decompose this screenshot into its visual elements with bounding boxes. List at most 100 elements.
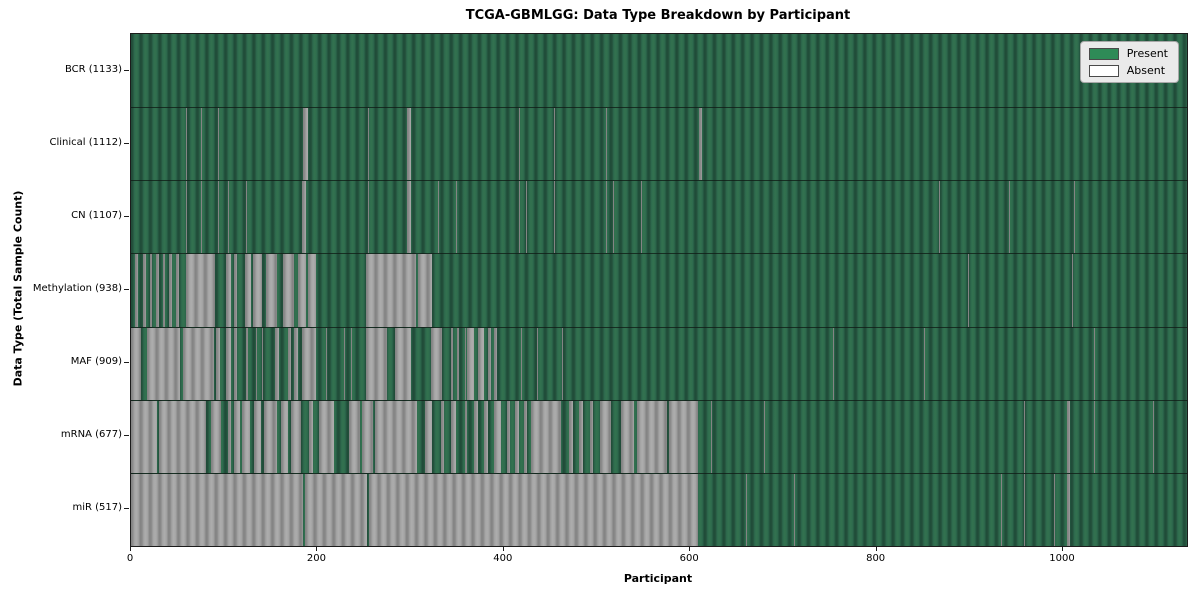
absent-segment xyxy=(308,254,317,327)
absent-segment xyxy=(281,400,288,473)
row-bcr xyxy=(131,34,1187,108)
absent-segment xyxy=(606,108,608,181)
absent-segment xyxy=(169,254,172,327)
absent-segment xyxy=(1093,327,1095,400)
absent-segment xyxy=(1066,473,1070,546)
row-maf xyxy=(131,326,1187,400)
absent-segment xyxy=(350,327,352,400)
x-tick-mark xyxy=(875,546,877,551)
absent-segment xyxy=(274,327,280,400)
absent-segment xyxy=(294,327,298,400)
absent-segment xyxy=(457,327,460,400)
absent-segment xyxy=(264,400,278,473)
absent-segment xyxy=(131,400,158,473)
absent-segment xyxy=(668,400,698,473)
absent-segment xyxy=(515,400,519,473)
absent-segment xyxy=(1074,181,1076,254)
absent-segment xyxy=(450,400,457,473)
row-mir xyxy=(131,472,1187,546)
y-tick-mark xyxy=(124,142,129,144)
absent-segment xyxy=(1066,400,1071,473)
absent-segment xyxy=(282,254,295,327)
absent-segment xyxy=(217,108,219,181)
absent-segment xyxy=(494,327,498,400)
absent-segment xyxy=(302,327,316,400)
absent-segment xyxy=(1023,400,1025,473)
absent-segment xyxy=(254,400,261,473)
x-tick-mark xyxy=(502,546,504,551)
absent-segment xyxy=(520,327,523,400)
absent-segment xyxy=(365,254,417,327)
absent-segment xyxy=(365,327,388,400)
absent-segment xyxy=(309,400,313,473)
absent-segment xyxy=(1053,473,1055,546)
absent-segment xyxy=(518,181,520,254)
absent-segment xyxy=(1153,400,1155,473)
absent-segment xyxy=(441,400,445,473)
absent-segment xyxy=(589,400,594,473)
legend-swatch-icon xyxy=(1088,64,1119,77)
row-methylation xyxy=(131,253,1187,327)
absent-segment xyxy=(599,400,611,473)
row-mrna xyxy=(131,399,1187,473)
absent-segment xyxy=(297,254,307,327)
absent-segment xyxy=(131,473,304,546)
absent-segment xyxy=(200,108,202,181)
y-tick-label-cn: CN (1107) xyxy=(71,209,122,221)
absent-segment xyxy=(245,327,248,400)
legend-swatch-icon xyxy=(1088,47,1119,60)
x-tick-label: 600 xyxy=(679,553,699,564)
absent-segment xyxy=(606,181,608,254)
absent-segment xyxy=(226,254,231,327)
absent-segment xyxy=(1000,473,1002,546)
absent-segment xyxy=(227,181,229,254)
absent-segment xyxy=(1008,181,1010,254)
absent-segment xyxy=(524,400,528,473)
absent-segment xyxy=(569,400,573,473)
x-tick-mark xyxy=(1062,546,1064,551)
absent-segment xyxy=(131,327,142,400)
y-tick-mark xyxy=(124,69,129,71)
absent-segment xyxy=(1069,108,1071,181)
absent-segment xyxy=(367,181,369,254)
absent-segment xyxy=(362,400,374,473)
absent-segment xyxy=(183,327,214,400)
absent-segment xyxy=(640,181,642,254)
absent-segment xyxy=(1023,473,1025,546)
absent-segment xyxy=(244,254,252,327)
y-tick-mark xyxy=(124,362,129,364)
absent-segment xyxy=(227,400,231,473)
y-tick-label-mrna: mRNA (677) xyxy=(60,429,122,441)
absent-segment xyxy=(424,400,433,473)
absent-segment xyxy=(832,327,834,400)
absent-segment xyxy=(967,254,969,327)
absent-segment xyxy=(241,400,251,473)
row-clinical xyxy=(131,107,1187,181)
absent-segment xyxy=(939,181,940,254)
chart-title: TCGA-GBMLGG: Data Type Breakdown by Part… xyxy=(465,8,851,23)
legend-label: Present xyxy=(1126,47,1168,60)
absent-segment xyxy=(146,327,181,400)
absent-segment xyxy=(134,254,139,327)
absent-segment xyxy=(149,254,153,327)
absent-segment xyxy=(464,327,466,400)
x-tick-mark xyxy=(316,546,318,551)
absent-segment xyxy=(484,400,488,473)
x-tick-label: 800 xyxy=(866,553,886,564)
absent-segment xyxy=(793,473,795,546)
absent-segment xyxy=(494,400,501,473)
absent-segment xyxy=(234,400,241,473)
absent-segment xyxy=(526,181,528,254)
absent-segment xyxy=(158,400,207,473)
absent-segment xyxy=(245,181,247,254)
absent-segment xyxy=(319,400,335,473)
x-tick-mark xyxy=(689,546,691,551)
y-tick-label-mir: miR (517) xyxy=(72,502,122,514)
absent-segment xyxy=(973,400,975,473)
absent-segment xyxy=(561,327,564,400)
absent-segment xyxy=(507,327,509,400)
absent-segment xyxy=(234,254,238,327)
absent-segment xyxy=(530,400,561,473)
absent-segment xyxy=(637,400,667,473)
